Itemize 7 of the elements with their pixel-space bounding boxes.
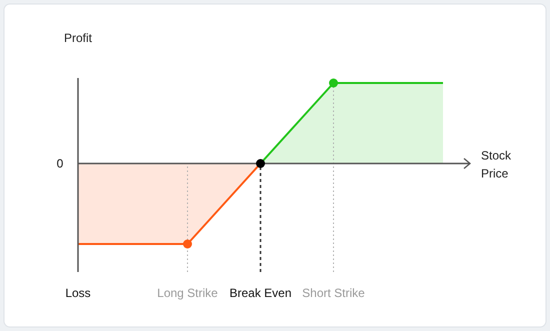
text: Loss: [65, 286, 91, 300]
y-axis-title: Profit: [64, 31, 93, 45]
x-tick-label: Break Even: [229, 286, 292, 300]
x-tick-label: Short Strike: [302, 286, 366, 300]
x-axis-title: Stock Price: [481, 148, 512, 180]
text: 0: [56, 156, 64, 170]
x-tick-label: Long Strike: [157, 286, 218, 300]
